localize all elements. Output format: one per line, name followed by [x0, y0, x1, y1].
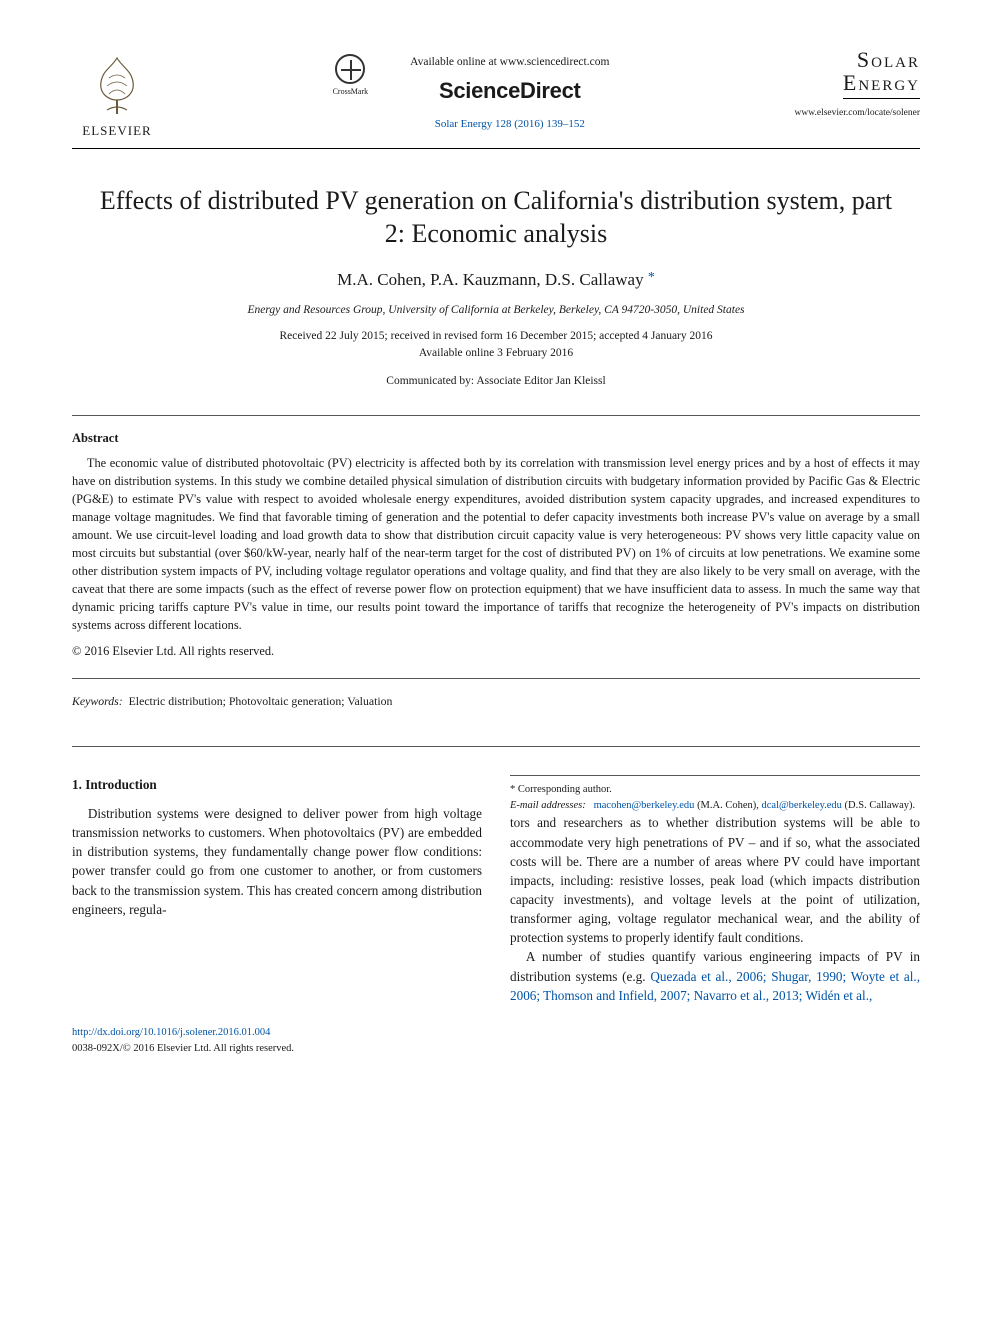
sciencedirect-logo: ScienceDirect	[410, 76, 609, 107]
intro-para-3: A number of studies quantify various eng…	[510, 947, 920, 1004]
elsevier-tree-icon	[81, 48, 153, 120]
page-footer: http://dx.doi.org/10.1016/j.solener.2016…	[72, 1025, 920, 1057]
crossmark-icon	[335, 54, 365, 84]
doi-link[interactable]: http://dx.doi.org/10.1016/j.solener.2016…	[72, 1025, 920, 1041]
publisher-label: ELSEVIER	[82, 122, 151, 140]
article-title: Effects of distributed PV generation on …	[92, 185, 900, 250]
section-heading: 1. Introduction	[72, 775, 482, 794]
dates-online: Available online 3 February 2016	[419, 347, 573, 359]
abstract-body: The economic value of distributed photov…	[72, 455, 920, 635]
body-columns: 1. Introduction Distribution systems wer…	[72, 775, 920, 1005]
intro-para-2: tors and researchers as to whether distr…	[510, 813, 920, 947]
publisher-logo-block: ELSEVIER	[72, 48, 162, 140]
email-1[interactable]: macohen@berkeley.edu	[594, 800, 695, 811]
email-1-who: (M.A. Cohen),	[697, 800, 759, 811]
authors-names: M.A. Cohen, P.A. Kauzmann, D.S. Callaway	[337, 270, 643, 289]
abstract-heading: Abstract	[72, 430, 920, 448]
keywords-label: Keywords:	[72, 694, 123, 708]
journal-logo-line1: Solar	[857, 47, 920, 72]
journal-url[interactable]: www.elsevier.com/locate/solener	[795, 107, 920, 120]
dates-received: Received 22 July 2015; received in revis…	[279, 330, 712, 342]
keywords-top-rule	[72, 678, 920, 679]
article-dates: Received 22 July 2015; received in revis…	[72, 328, 920, 363]
footnote-corr: * Corresponding author.	[510, 782, 920, 798]
journal-logo: Solar Energy	[843, 48, 920, 99]
corresponding-footnote: * Corresponding author. E-mail addresses…	[510, 775, 920, 814]
communicated-by: Communicated by: Associate Editor Jan Kl…	[72, 373, 920, 389]
issn-copyright: 0038-092X/© 2016 Elsevier Ltd. All right…	[72, 1041, 920, 1057]
email-label: E-mail addresses:	[510, 800, 586, 811]
keywords-list: Electric distribution; Photovoltaic gene…	[129, 694, 393, 708]
footnote-emails: E-mail addresses: macohen@berkeley.edu (…	[510, 798, 920, 814]
journal-logo-line2: Energy	[843, 70, 920, 95]
crossmark-badge[interactable]: CrossMark	[333, 54, 369, 97]
header-rule	[72, 148, 920, 149]
abstract-top-rule	[72, 415, 920, 416]
abstract-copyright: © 2016 Elsevier Ltd. All rights reserved…	[72, 643, 920, 660]
affiliation: Energy and Resources Group, University o…	[72, 302, 920, 318]
email-2[interactable]: dcal@berkeley.edu	[762, 800, 842, 811]
corresponding-marker[interactable]: *	[648, 270, 655, 285]
keywords-line: Keywords: Electric distribution; Photovo…	[72, 693, 920, 710]
header-center: CrossMark Available online at www.scienc…	[162, 48, 780, 132]
crossmark-label: CrossMark	[333, 86, 369, 97]
citation-line[interactable]: Solar Energy 128 (2016) 139–152	[410, 117, 609, 132]
email-2-who: (D.S. Callaway).	[845, 800, 916, 811]
header-row: ELSEVIER CrossMark Available online at w…	[72, 48, 920, 140]
intro-para-1: Distribution systems were designed to de…	[72, 804, 482, 919]
journal-logo-block: Solar Energy www.elsevier.com/locate/sol…	[780, 48, 920, 120]
authors-line: M.A. Cohen, P.A. Kauzmann, D.S. Callaway…	[72, 268, 920, 292]
keywords-bottom-rule	[72, 746, 920, 747]
available-online-text: Available online at www.sciencedirect.co…	[410, 54, 609, 70]
